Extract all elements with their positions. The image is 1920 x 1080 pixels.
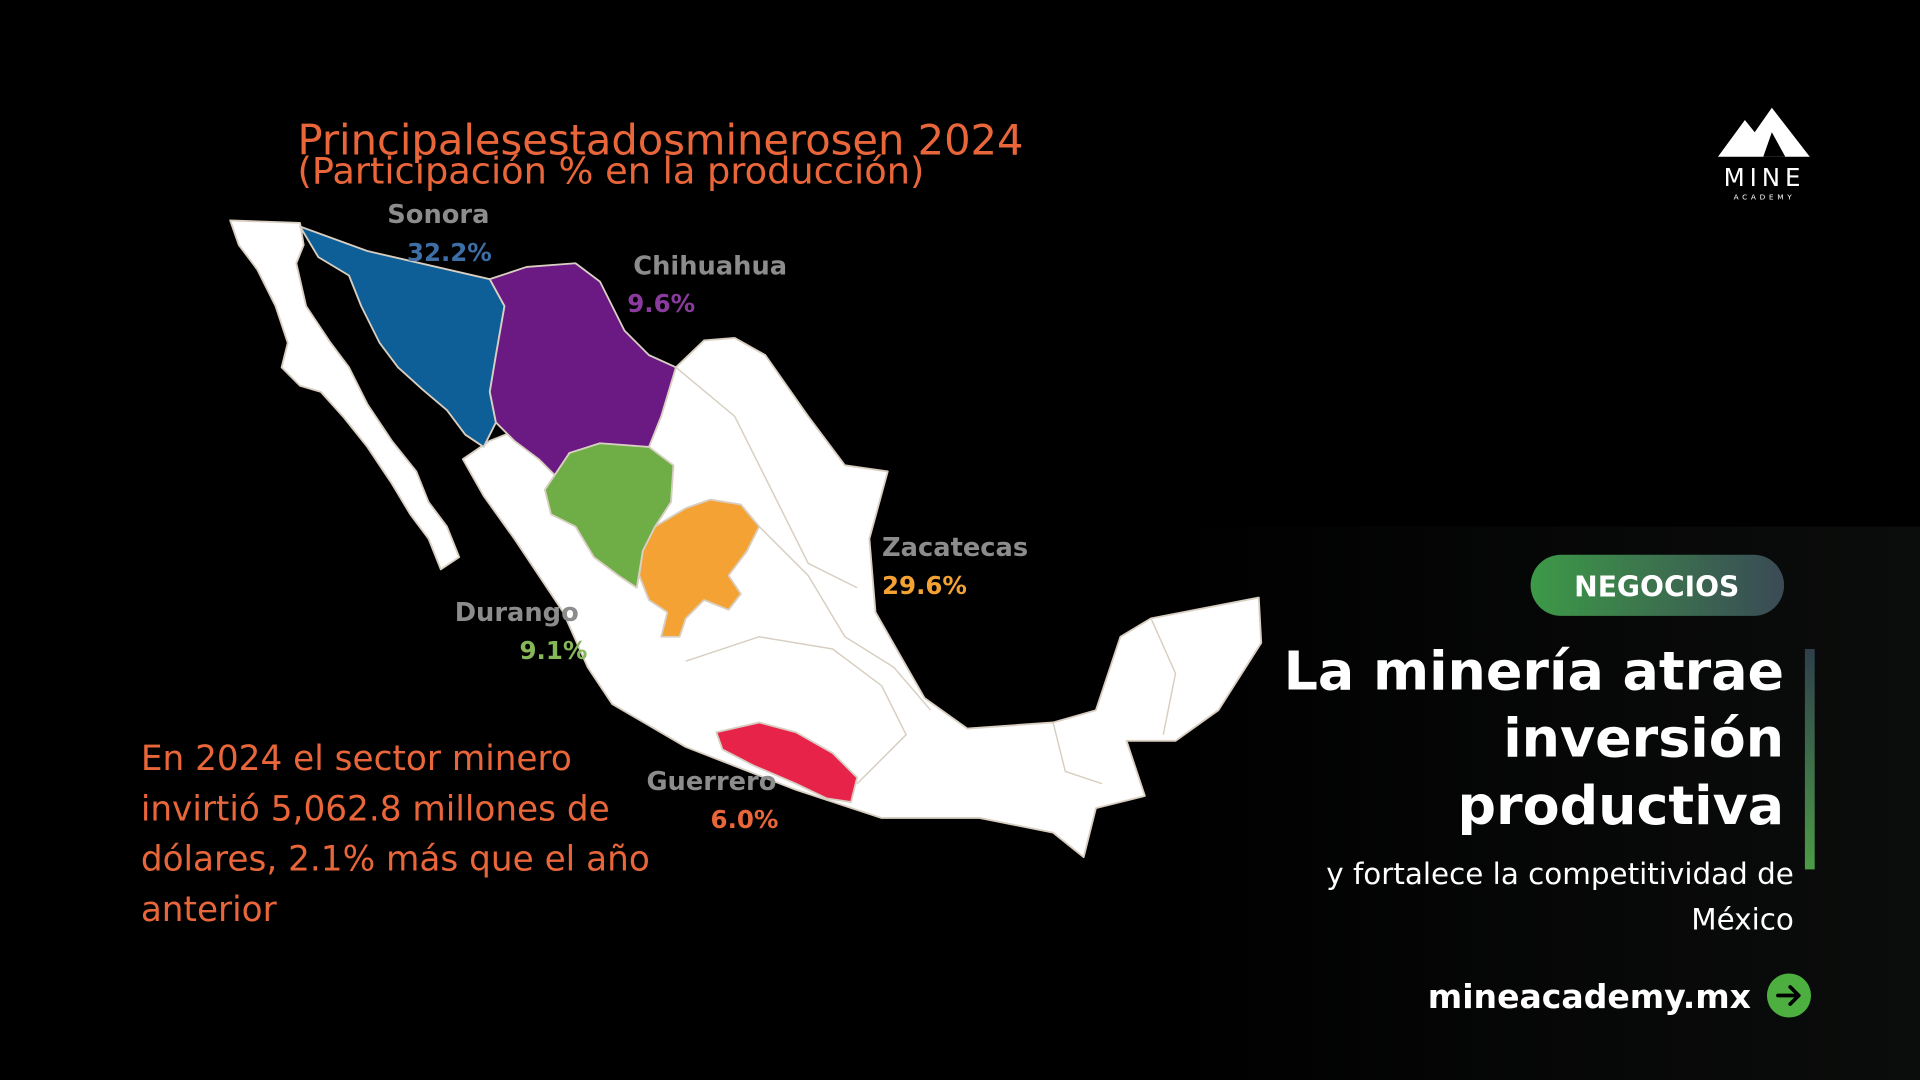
link-arrow[interactable] bbox=[1766, 973, 1812, 1018]
state-name: Zacatecas bbox=[882, 533, 1028, 563]
arrow-icon bbox=[1776, 985, 1801, 1006]
headline-line: inversión bbox=[1503, 707, 1784, 770]
tag-pill bbox=[1530, 554, 1785, 616]
subtitle-line: y fortalece la competitividad de bbox=[1326, 857, 1794, 891]
state-name: Sonora bbox=[387, 200, 489, 230]
headline-line: productiva bbox=[1457, 774, 1784, 837]
note-line: invirtió 5,062.8 millones de bbox=[141, 789, 610, 829]
state-border bbox=[758, 526, 932, 711]
state-durango bbox=[543, 442, 675, 589]
article-subtitle: y fortalece la competitividad de México bbox=[1326, 857, 1794, 936]
note-line: dólares, 2.1% más que el año bbox=[141, 840, 650, 880]
state-share: 9.6% bbox=[627, 289, 695, 318]
link[interactable]: mineacademy.mx bbox=[1428, 977, 1751, 1016]
state-name: Chihuahua bbox=[633, 251, 787, 281]
headline: La minería atrae inversión productiva bbox=[1284, 639, 1785, 837]
state-share: 6.0% bbox=[711, 805, 779, 834]
subtitle-line: México bbox=[1691, 902, 1794, 936]
state-share: 32.2% bbox=[407, 238, 492, 267]
map bbox=[229, 219, 1263, 859]
state-guerrero bbox=[715, 721, 859, 803]
tag: NEGOCIOS bbox=[1574, 570, 1739, 603]
subtitle: (Participación % en la producción) bbox=[298, 150, 925, 193]
note-line: En 2024 el sector minero bbox=[141, 739, 572, 779]
state-border bbox=[685, 635, 908, 785]
note-line: anterior bbox=[141, 890, 278, 930]
state-border bbox=[1052, 722, 1103, 785]
state-zacatecas bbox=[638, 498, 761, 638]
accent-bar bbox=[1804, 648, 1815, 870]
state-border bbox=[1150, 618, 1177, 735]
baja-peninsula bbox=[229, 219, 461, 571]
logo-name: MINE bbox=[1724, 163, 1806, 192]
logo: MINE ACADEMY bbox=[1717, 107, 1810, 202]
logo-notch bbox=[1763, 132, 1786, 157]
state-border bbox=[675, 366, 858, 589]
title: Principalesestadosminerosen 2024 bbox=[298, 115, 1024, 164]
state-share: 29.6% bbox=[882, 571, 967, 600]
state-name: Durango bbox=[455, 598, 579, 628]
state-name: Guerrero bbox=[646, 767, 776, 797]
logo-tagline: ACADEMY bbox=[1734, 193, 1796, 202]
note: En 2024 el sector minero invirtió 5,062.… bbox=[141, 739, 650, 930]
logo-mountain bbox=[1717, 107, 1810, 157]
state-share: 9.1% bbox=[520, 636, 588, 665]
headline-line: La minería atrae bbox=[1284, 639, 1785, 702]
